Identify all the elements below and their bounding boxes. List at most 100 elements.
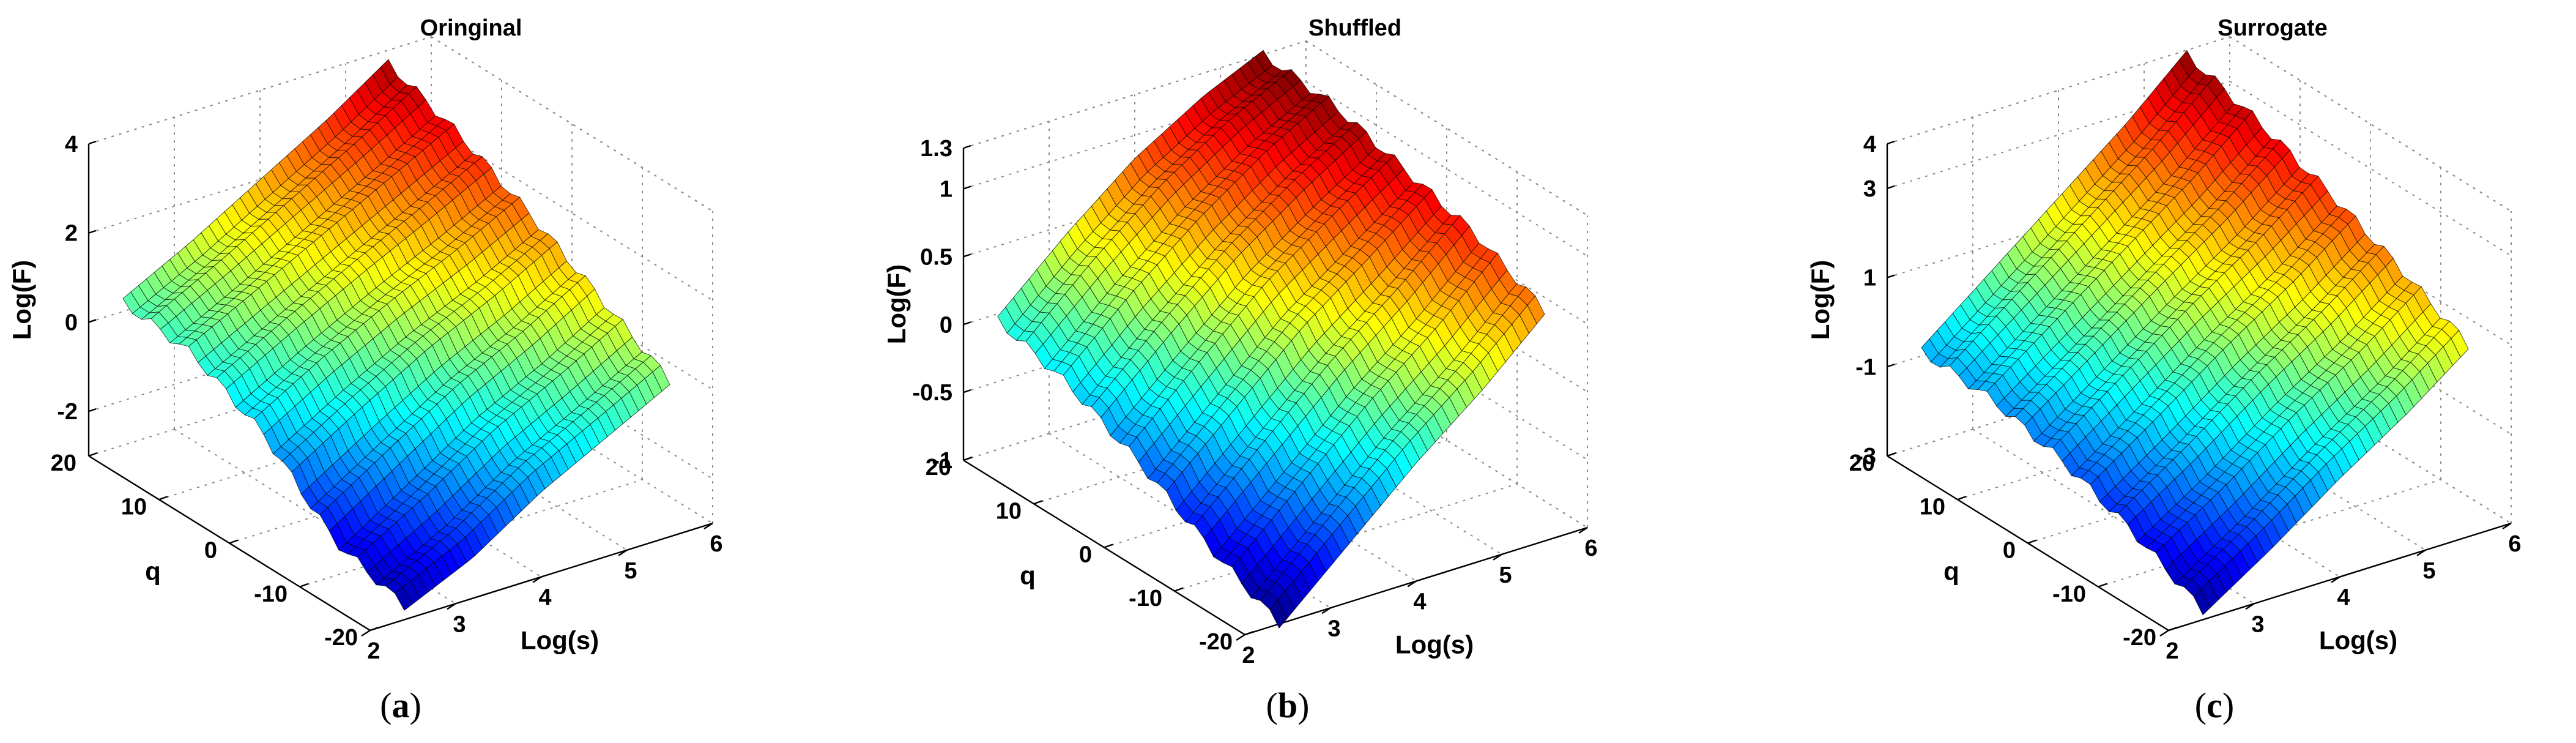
- z-tick-label: 3: [1863, 176, 1876, 202]
- panel-c: -3 -1 1 3 4 -20 -10 0 10 20 2 3 4 5 6 Log(F) q Log(s) Surr…: [1806, 15, 2522, 725]
- z-tick-mark: [1887, 274, 1895, 278]
- q-axis-label: q: [1943, 557, 1959, 586]
- s-axis-label: Log(s): [1395, 630, 1474, 659]
- caption-open-paren: (: [1266, 685, 1278, 725]
- q-tick-mark: [1887, 452, 1896, 457]
- q-tick-label: 10: [996, 498, 1022, 524]
- z-tick-mark: [963, 253, 971, 258]
- s-tick-mark: [1493, 553, 1502, 561]
- q-tick-mark: [2168, 626, 2178, 632]
- s-tick-label: 3: [2251, 611, 2264, 637]
- surface-patch: [395, 586, 413, 611]
- z-axis-label: Log(F): [1806, 260, 1835, 340]
- panel-caption: (a): [380, 685, 421, 725]
- s-axis-label: Log(s): [2319, 626, 2397, 655]
- s-tick-mark: [1407, 580, 1417, 588]
- ticks: -3 -1 1 3 4 -20 -10 0 10 20 2 3 4 5 6: [1849, 132, 2522, 664]
- panel-label: b: [1278, 685, 1297, 725]
- z-axis-label: Log(F): [882, 264, 911, 345]
- q-tick-label: 0: [2003, 538, 2016, 564]
- q-tick-label: 20: [51, 450, 76, 476]
- z-tick-label: 1: [940, 177, 952, 203]
- s-tick-label: 6: [2508, 531, 2521, 557]
- panel-label: a: [392, 685, 410, 725]
- s-tick-label: 6: [710, 531, 722, 557]
- z-tick-label: 4: [1863, 132, 1876, 157]
- q-tick-mark: [158, 496, 168, 501]
- ticks: -1 -0.5 0 0.5 1 1.3 -20 -10 0 10 20 2 3 4 5 6: [913, 136, 1598, 668]
- z-tick-label: 0: [940, 312, 952, 338]
- q-tick-label: 10: [121, 494, 147, 520]
- z-tick-mark: [963, 321, 971, 326]
- z-tick-label: 0: [65, 310, 78, 335]
- s-tick-label: 2: [2166, 638, 2178, 664]
- panel-label: c: [2207, 685, 2222, 725]
- s-tick-label: 6: [1584, 536, 1597, 561]
- s-tick-label: 4: [1413, 589, 1426, 615]
- caption-open-paren: (: [380, 685, 392, 725]
- z-tick-mark: [88, 408, 97, 413]
- q-tick-label: 0: [204, 538, 217, 564]
- q-axis-label: q: [145, 557, 161, 586]
- s-tick-mark: [1578, 526, 1588, 534]
- z-tick-label: 4: [65, 132, 78, 157]
- z-axis-label: Log(F): [7, 260, 36, 340]
- z-tick-label: 1.3: [920, 136, 952, 162]
- z-tick-mark: [963, 185, 971, 190]
- s-tick-mark: [2331, 576, 2340, 583]
- z-tick-label: -3: [1855, 444, 1876, 469]
- s-tick-mark: [532, 576, 542, 583]
- z-tick-mark: [1887, 364, 1895, 368]
- chart-title: Shuffled: [1308, 15, 1401, 41]
- z-tick-label: 1: [1863, 266, 1876, 291]
- surface-patch: [2193, 588, 2211, 616]
- z-tick-label: 0.5: [920, 244, 952, 270]
- s-tick-mark: [2245, 603, 2255, 610]
- s-tick-label: 4: [538, 585, 551, 611]
- s-tick-label: 2: [367, 638, 380, 664]
- s-tick-label: 5: [2422, 558, 2435, 584]
- panel-caption: (b): [1266, 685, 1310, 725]
- s-tick-mark: [1321, 607, 1331, 614]
- z-tick-mark: [88, 319, 97, 323]
- q-tick-mark: [1033, 500, 1043, 505]
- panel-b: -1 -0.5 0 0.5 1 1.3 -20 -10 0 10 20 2 3 4 5 6 Log(F) q Log…: [882, 15, 1598, 725]
- s-axis-label: Log(s): [521, 626, 599, 655]
- z-tick-mark: [963, 144, 971, 149]
- s-tick-mark: [2416, 549, 2426, 556]
- z-tick-mark: [88, 230, 97, 234]
- q-tick-mark: [299, 583, 309, 588]
- z-tick-mark: [1887, 140, 1895, 145]
- z-tick-label: -0.5: [913, 380, 952, 406]
- surface: [122, 59, 670, 611]
- s-tick-label: 3: [1327, 616, 1340, 641]
- s-tick-label: 5: [1499, 562, 1512, 588]
- q-tick-mark: [88, 452, 98, 457]
- s-tick-mark: [2159, 629, 2169, 637]
- caption-close-paren: ): [1297, 685, 1309, 725]
- q-axis-label: q: [1020, 561, 1036, 590]
- q-tick-mark: [1104, 543, 1113, 548]
- chart-title: Oringinal: [420, 15, 522, 41]
- caption-close-paren: ): [2222, 685, 2234, 725]
- s-tick-label: 3: [453, 611, 466, 637]
- z-tick-label: -1: [932, 448, 952, 474]
- q-tick-label: -10: [254, 581, 288, 607]
- z-tick-mark: [963, 389, 971, 394]
- q-tick-mark: [369, 626, 379, 632]
- s-tick-mark: [447, 603, 456, 610]
- z-tick-mark: [88, 140, 97, 145]
- q-tick-mark: [963, 456, 973, 461]
- q-tick-label: 10: [1920, 494, 1945, 520]
- q-tick-mark: [1244, 630, 1254, 636]
- panel-a: -2024-20-100102023456Log(F)qLog(s)Oringi…: [7, 15, 723, 725]
- caption-close-paren: ): [410, 685, 421, 725]
- s-tick-mark: [1236, 633, 1245, 641]
- q-tick-mark: [229, 539, 239, 544]
- surface-patch: [1269, 599, 1288, 629]
- q-tick-label: -20: [2123, 625, 2156, 651]
- q-tick-label: -10: [1129, 586, 1162, 611]
- z-tick-mark: [1887, 185, 1895, 189]
- s-tick-label: 4: [2337, 585, 2350, 611]
